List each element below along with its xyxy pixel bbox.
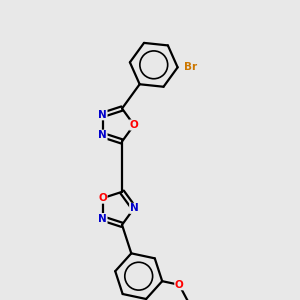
Text: N: N <box>98 110 107 120</box>
Text: Br: Br <box>184 62 197 72</box>
Text: O: O <box>98 193 107 203</box>
Text: O: O <box>130 120 138 130</box>
Text: N: N <box>98 130 107 140</box>
Text: N: N <box>98 214 107 224</box>
Text: N: N <box>130 203 138 213</box>
Text: O: O <box>175 280 184 290</box>
